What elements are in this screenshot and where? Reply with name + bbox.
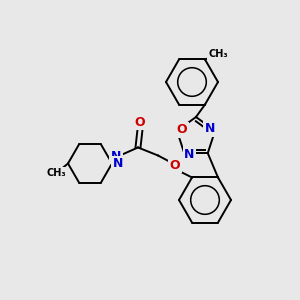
Text: O: O <box>177 123 187 136</box>
Text: N: N <box>111 150 121 163</box>
Text: CH₃: CH₃ <box>208 50 228 59</box>
Text: N: N <box>113 157 123 170</box>
Text: O: O <box>135 116 145 129</box>
Text: N: N <box>205 122 215 135</box>
Text: N: N <box>184 148 194 161</box>
Text: CH₃: CH₃ <box>46 169 66 178</box>
Text: O: O <box>170 159 180 172</box>
